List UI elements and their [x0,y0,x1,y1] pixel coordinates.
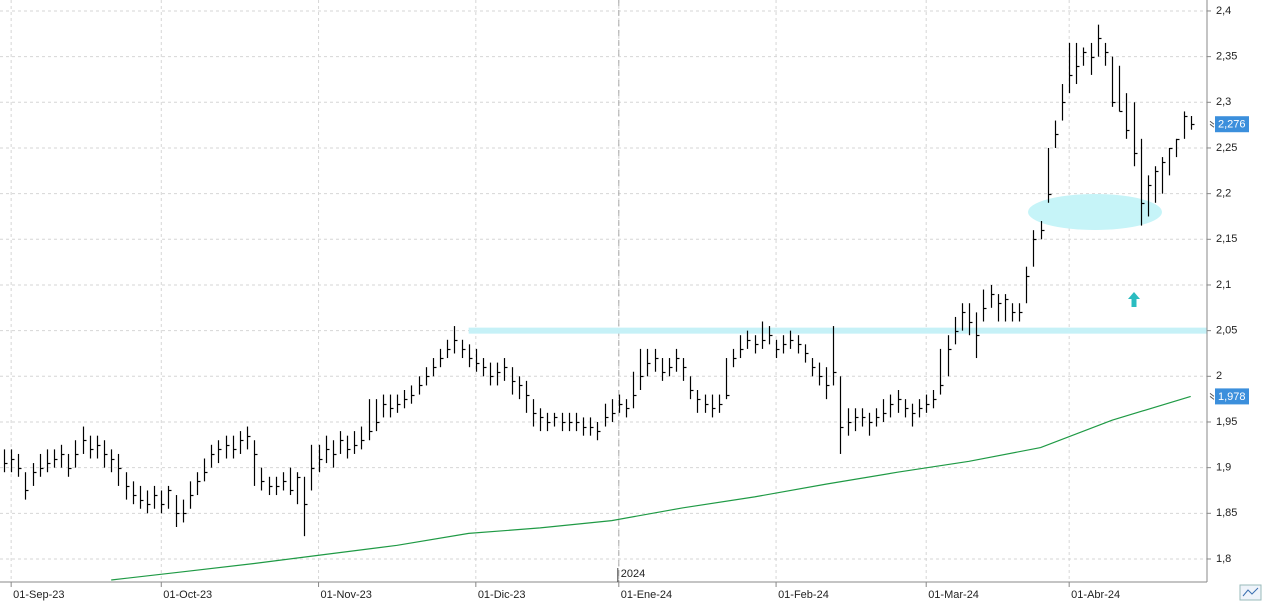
moving-average [111,395,1191,581]
y-tick-label: 2 [1216,370,1222,382]
x-tick-label: 01-Sep-23 [13,589,64,601]
last-value-pointer [1209,120,1215,128]
settings-icon [1242,587,1259,597]
x-tick-label: 01-Dic-23 [478,589,526,601]
y-tick-label: 2,3 [1216,96,1231,108]
y-tick-label: 2,05 [1216,325,1237,337]
last-value-pointer [1209,393,1215,400]
y-tick-label: 1,95 [1216,416,1237,428]
y-tick-label: 2,25 [1216,142,1237,154]
up-arrow [1128,292,1140,307]
x-tick-label: 01-Abr-24 [1071,589,1120,601]
axis-labels: 2,4 2,35 2,3 2,25 2,2 2,15 2,1 2,05 2 1,95 1,9 1,85… [10,5,1249,601]
y-tick-label: 2,35 [1216,51,1237,63]
x-tick-label: 01-Nov-23 [321,589,372,601]
last-value-label: 2,276 [1218,119,1246,131]
last-value-label: 1,978 [1218,391,1246,403]
last-value-box [1215,116,1249,133]
y-tick-label: 1,8 [1216,553,1231,565]
x-tick-label: 01-Mar-24 [928,589,979,601]
highlight-ellipse [1028,194,1162,230]
annotations [468,194,1207,334]
y-tick-label: 2,1 [1216,279,1231,291]
x-tick-label: 01-Feb-24 [778,589,829,601]
y-tick-label: 1,9 [1216,462,1231,474]
x-tick-label: 01-Oct-23 [163,589,212,601]
x-tick-label: 01-Ene-24 [621,589,672,601]
year-label: 2024 [621,568,645,580]
y-tick-label: 2,2 [1216,188,1231,200]
plot [3,24,1195,581]
y-tick-label: 2,4 [1216,5,1231,17]
last-value-box [1215,388,1249,405]
grid [0,0,1207,582]
support-level [468,327,1207,334]
y-tick-label: 2,15 [1216,233,1237,245]
y-tick-label: 1,85 [1216,507,1237,519]
